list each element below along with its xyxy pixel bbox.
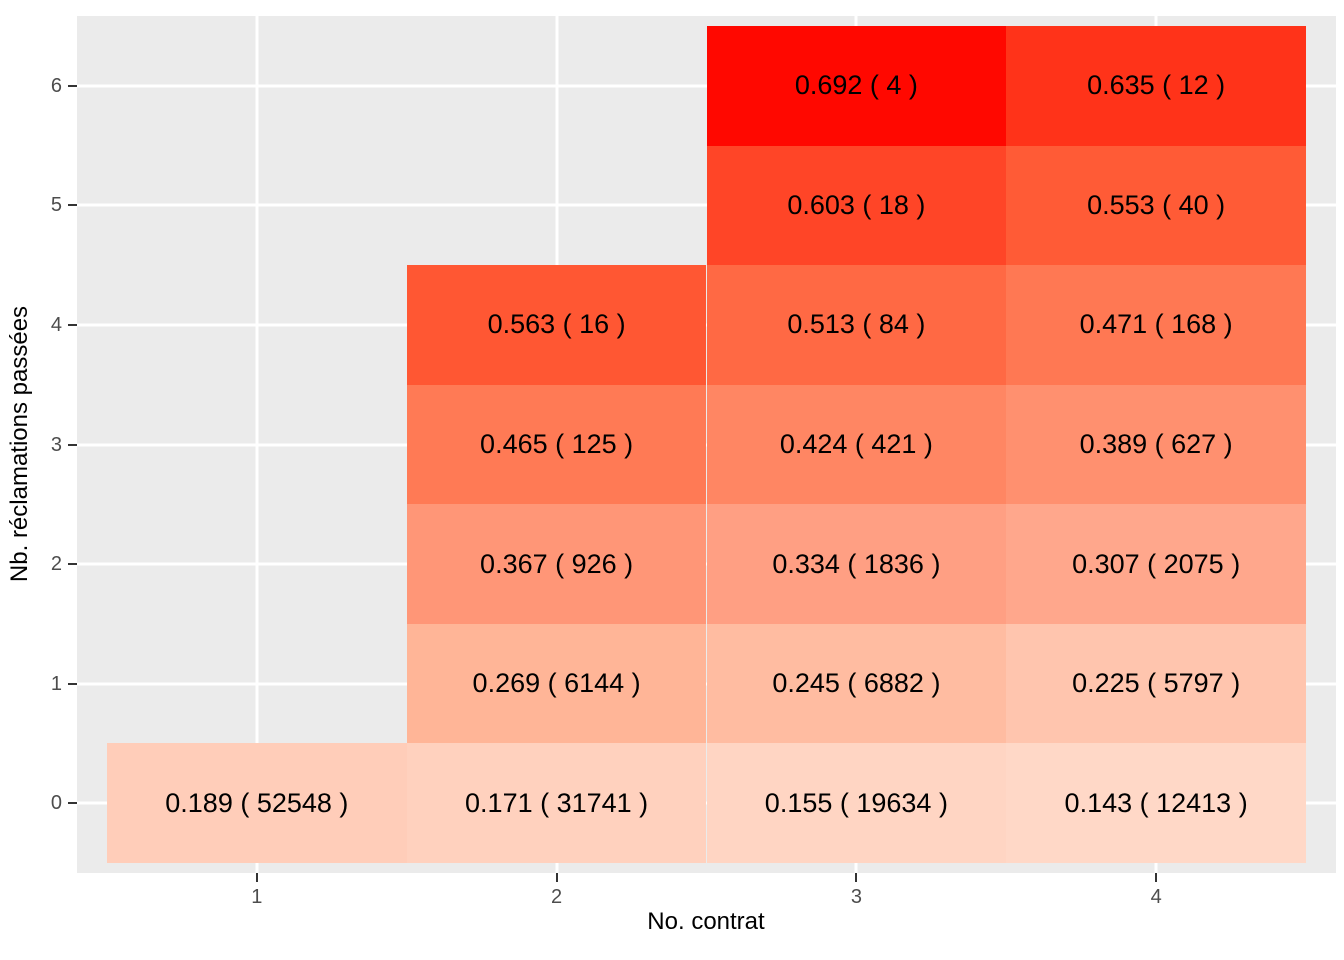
heatmap-cell: 0.143 ( 12413 ) [1006, 743, 1306, 863]
heatmap-cell: 0.692 ( 4 ) [706, 26, 1007, 146]
cell-value-label: 0.563 ( 16 ) [487, 309, 626, 340]
heatmap-cell: 0.553 ( 40 ) [1006, 145, 1306, 266]
y-tick-mark [68, 323, 77, 326]
cell-value-label: 0.189 ( 52548 ) [165, 787, 349, 818]
cell-value-label: 0.553 ( 40 ) [1087, 189, 1226, 220]
y-tick-mark [68, 563, 77, 566]
heatmap-cell: 0.189 ( 52548 ) [106, 743, 407, 863]
x-tick-mark [855, 873, 858, 882]
heatmap-cell: 0.334 ( 1836 ) [706, 504, 1007, 624]
y-tick-mark [68, 682, 77, 685]
y-tick-label: 2 [50, 553, 62, 576]
y-tick-mark [68, 204, 77, 207]
x-tick-label: 4 [1150, 886, 1162, 908]
x-tick-label: 3 [850, 886, 862, 908]
cell-value-label: 0.269 ( 6144 ) [472, 668, 641, 699]
cell-value-label: 0.245 ( 6882 ) [772, 668, 941, 699]
y-tick-label: 1 [50, 672, 62, 695]
cell-value-label: 0.143 ( 12413 ) [1064, 787, 1248, 818]
heatmap-cell: 0.225 ( 5797 ) [1006, 623, 1306, 744]
cell-value-label: 0.635 ( 12 ) [1087, 70, 1226, 101]
cell-value-label: 0.334 ( 1836 ) [772, 548, 941, 579]
heatmap-cell: 0.563 ( 16 ) [406, 265, 707, 385]
cell-value-label: 0.465 ( 125 ) [480, 428, 634, 459]
y-tick-mark [68, 802, 77, 805]
cell-value-label: 0.471 ( 168 ) [1079, 309, 1233, 340]
cell-value-label: 0.225 ( 5797 ) [1072, 668, 1241, 699]
y-tick-label: 3 [50, 433, 62, 456]
heatmap-cell: 0.389 ( 627 ) [1006, 384, 1306, 505]
heatmap-cell: 0.155 ( 19634 ) [706, 743, 1007, 863]
x-tick-mark [255, 873, 258, 882]
y-tick-label: 6 [50, 74, 62, 97]
cell-value-label: 0.155 ( 19634 ) [764, 787, 948, 818]
y-tick-label: 4 [50, 313, 62, 336]
x-tick-mark [1155, 873, 1158, 882]
y-tick-mark [68, 443, 77, 446]
heatmap-cell: 0.603 ( 18 ) [706, 145, 1007, 266]
heatmap-cell: 0.635 ( 12 ) [1006, 26, 1306, 146]
heatmap-cell: 0.471 ( 168 ) [1006, 265, 1306, 385]
x-tick-label: 2 [551, 886, 563, 908]
cell-value-label: 0.603 ( 18 ) [787, 189, 926, 220]
x-tick-mark [555, 873, 558, 882]
plot-panel: 0.692 ( 4 ) 0.635 ( 12 ) 0.603 ( 18 ) 0.553… [77, 16, 1336, 873]
heatmap-cell: 0.367 ( 926 ) [406, 504, 707, 624]
heatmap-cell: 0.307 ( 2075 ) [1006, 504, 1306, 624]
heatmap-cell: 0.269 ( 6144 ) [406, 623, 707, 744]
cell-value-label: 0.513 ( 84 ) [787, 309, 926, 340]
y-tick-mark [68, 84, 77, 87]
y-tick-label: 5 [50, 194, 62, 217]
y-tick-label: 0 [50, 792, 62, 815]
cell-value-label: 0.692 ( 4 ) [794, 70, 918, 101]
cell-value-label: 0.424 ( 421 ) [779, 428, 933, 459]
cell-value-label: 0.389 ( 627 ) [1079, 428, 1233, 459]
cell-value-label: 0.171 ( 31741 ) [465, 787, 649, 818]
heatmap-cell: 0.171 ( 31741 ) [406, 743, 707, 863]
x-tick-label: 1 [251, 886, 263, 908]
cell-value-label: 0.367 ( 926 ) [480, 548, 634, 579]
cell-value-label: 0.307 ( 2075 ) [1072, 548, 1241, 579]
heatmap-cell: 0.424 ( 421 ) [706, 384, 1007, 505]
y-axis-title: Nb. réclamations passées [6, 305, 33, 583]
heatmap-cell: 0.245 ( 6882 ) [706, 623, 1007, 744]
heatmap-cell: 0.513 ( 84 ) [706, 265, 1007, 385]
heatmap-cell: 0.465 ( 125 ) [406, 384, 707, 505]
x-axis-title: No. contrat [647, 908, 765, 935]
